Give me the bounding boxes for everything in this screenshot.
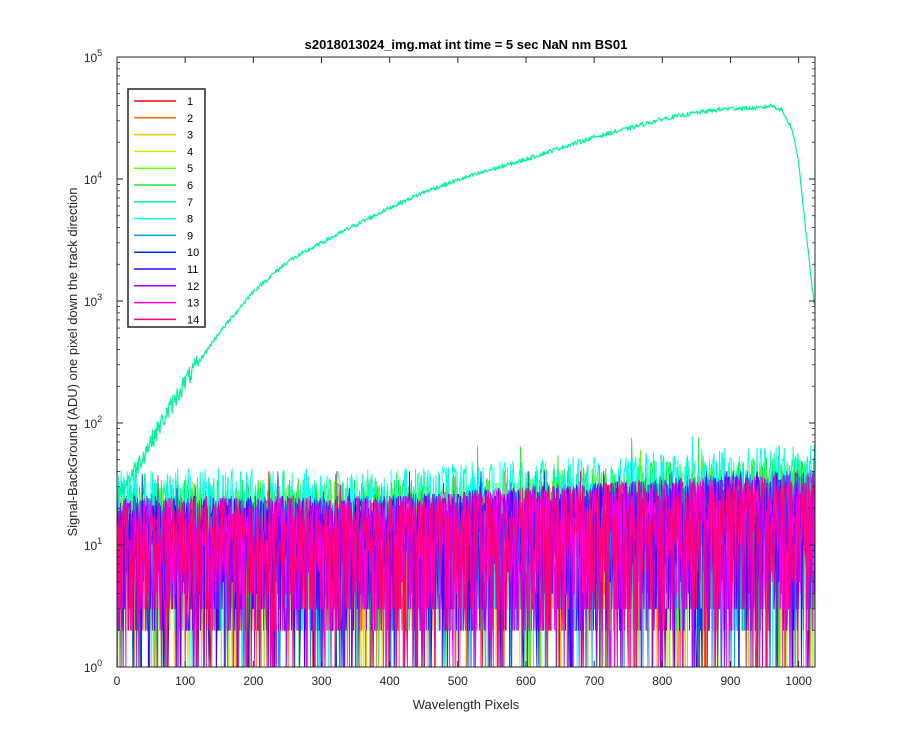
y-tick-exponent: 2	[97, 414, 102, 424]
legend-label-14: 14	[187, 314, 199, 326]
y-tick-label: 102	[84, 414, 102, 431]
y-tick-label: 105	[84, 48, 102, 65]
x-tick-label: 900	[720, 674, 740, 688]
x-tick-label: 500	[448, 674, 468, 688]
legend-label-13: 13	[187, 298, 199, 310]
legend-label-7: 7	[187, 197, 193, 209]
y-tick-exponent: 3	[97, 292, 102, 302]
legend-label-3: 3	[187, 130, 193, 142]
y-tick-label: 101	[84, 536, 102, 553]
y-tick-label: 100	[84, 658, 102, 675]
legend-label-12: 12	[187, 281, 199, 293]
x-tick-label: 300	[311, 674, 331, 688]
legend-label-10: 10	[187, 247, 199, 259]
x-tick-label: 0	[114, 674, 121, 688]
legend-label-1: 1	[187, 96, 193, 108]
x-tick-label: 800	[652, 674, 672, 688]
series-line-7	[116, 103, 815, 506]
x-tick-label: 700	[584, 674, 604, 688]
x-tick-label: 200	[243, 674, 263, 688]
plot-frame	[116, 56, 816, 668]
y-axis-label: Signal-BackGround (ADU) one pixel down t…	[65, 187, 80, 536]
y-tick-exponent: 1	[97, 536, 102, 546]
y-tick-exponent: 4	[97, 170, 102, 180]
legend-label-11: 11	[187, 264, 198, 276]
y-tick-exponent: 5	[97, 48, 102, 58]
series-layer	[116, 103, 815, 668]
y-tick-label: 104	[84, 170, 102, 187]
legend-label-4: 4	[187, 146, 193, 158]
y-tick-label: 103	[84, 292, 102, 309]
legend-box	[127, 88, 206, 328]
x-tick-label: 100	[175, 674, 195, 688]
legend-label-9: 9	[187, 230, 193, 242]
legend-label-5: 5	[187, 163, 193, 175]
legend-label-6: 6	[187, 180, 193, 192]
y-tick-exponent: 0	[97, 658, 102, 668]
x-tick-label: 400	[380, 674, 400, 688]
chart-title: s2018013024_img.mat int time = 5 sec NaN…	[305, 37, 628, 52]
x-tick-label: 600	[516, 674, 536, 688]
legend-label-8: 8	[187, 214, 193, 226]
x-axis-label: Wavelength Pixels	[413, 697, 520, 712]
legend-label-2: 2	[187, 113, 193, 125]
series-line-14	[116, 471, 815, 668]
x-tick-label: 1000	[785, 674, 812, 688]
